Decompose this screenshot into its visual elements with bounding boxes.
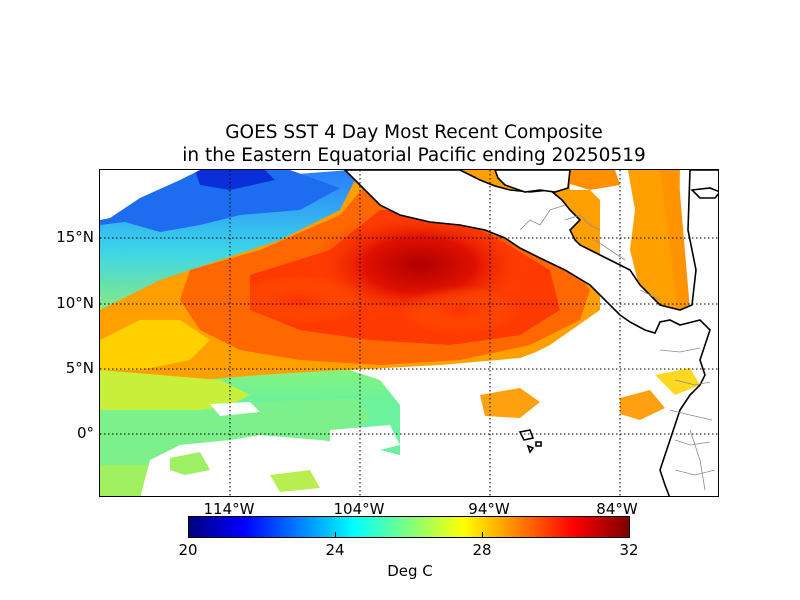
colorbar-tick-20: 20 [178, 541, 198, 559]
lon-label-104w: 104°W [333, 500, 385, 518]
colorbar-tick-mark [188, 532, 189, 537]
lon-label-114w: 114°W [203, 500, 255, 518]
sst-field [100, 170, 718, 496]
map-title-line-2: in the Eastern Equatorial Pacific ending… [182, 145, 646, 166]
lat-label-15n: 15°N [56, 228, 94, 246]
map-title-line-1: GOES SST 4 Day Most Recent Composite [225, 122, 603, 143]
lat-label-0: 0° [76, 424, 94, 442]
land-masses [343, 170, 718, 496]
colorbar-tick-24: 24 [325, 541, 345, 559]
lon-label-94w: 94°W [468, 500, 510, 518]
colorbar [188, 516, 630, 538]
country-borders [519, 204, 716, 491]
colorbar-tick-28: 28 [472, 541, 492, 559]
graticule [100, 170, 718, 496]
colorbar-tick-mark [335, 532, 336, 537]
colorbar-label: Deg C [387, 562, 433, 580]
colorbar-tick-32: 32 [619, 541, 639, 559]
sst-map [99, 169, 719, 497]
colorbar-tick-mark [629, 532, 630, 537]
lon-label-84w: 84°W [596, 500, 638, 518]
lat-label-5n: 5°N [65, 359, 94, 377]
lat-label-10n: 10°N [56, 294, 94, 312]
colorbar-tick-mark [482, 532, 483, 537]
